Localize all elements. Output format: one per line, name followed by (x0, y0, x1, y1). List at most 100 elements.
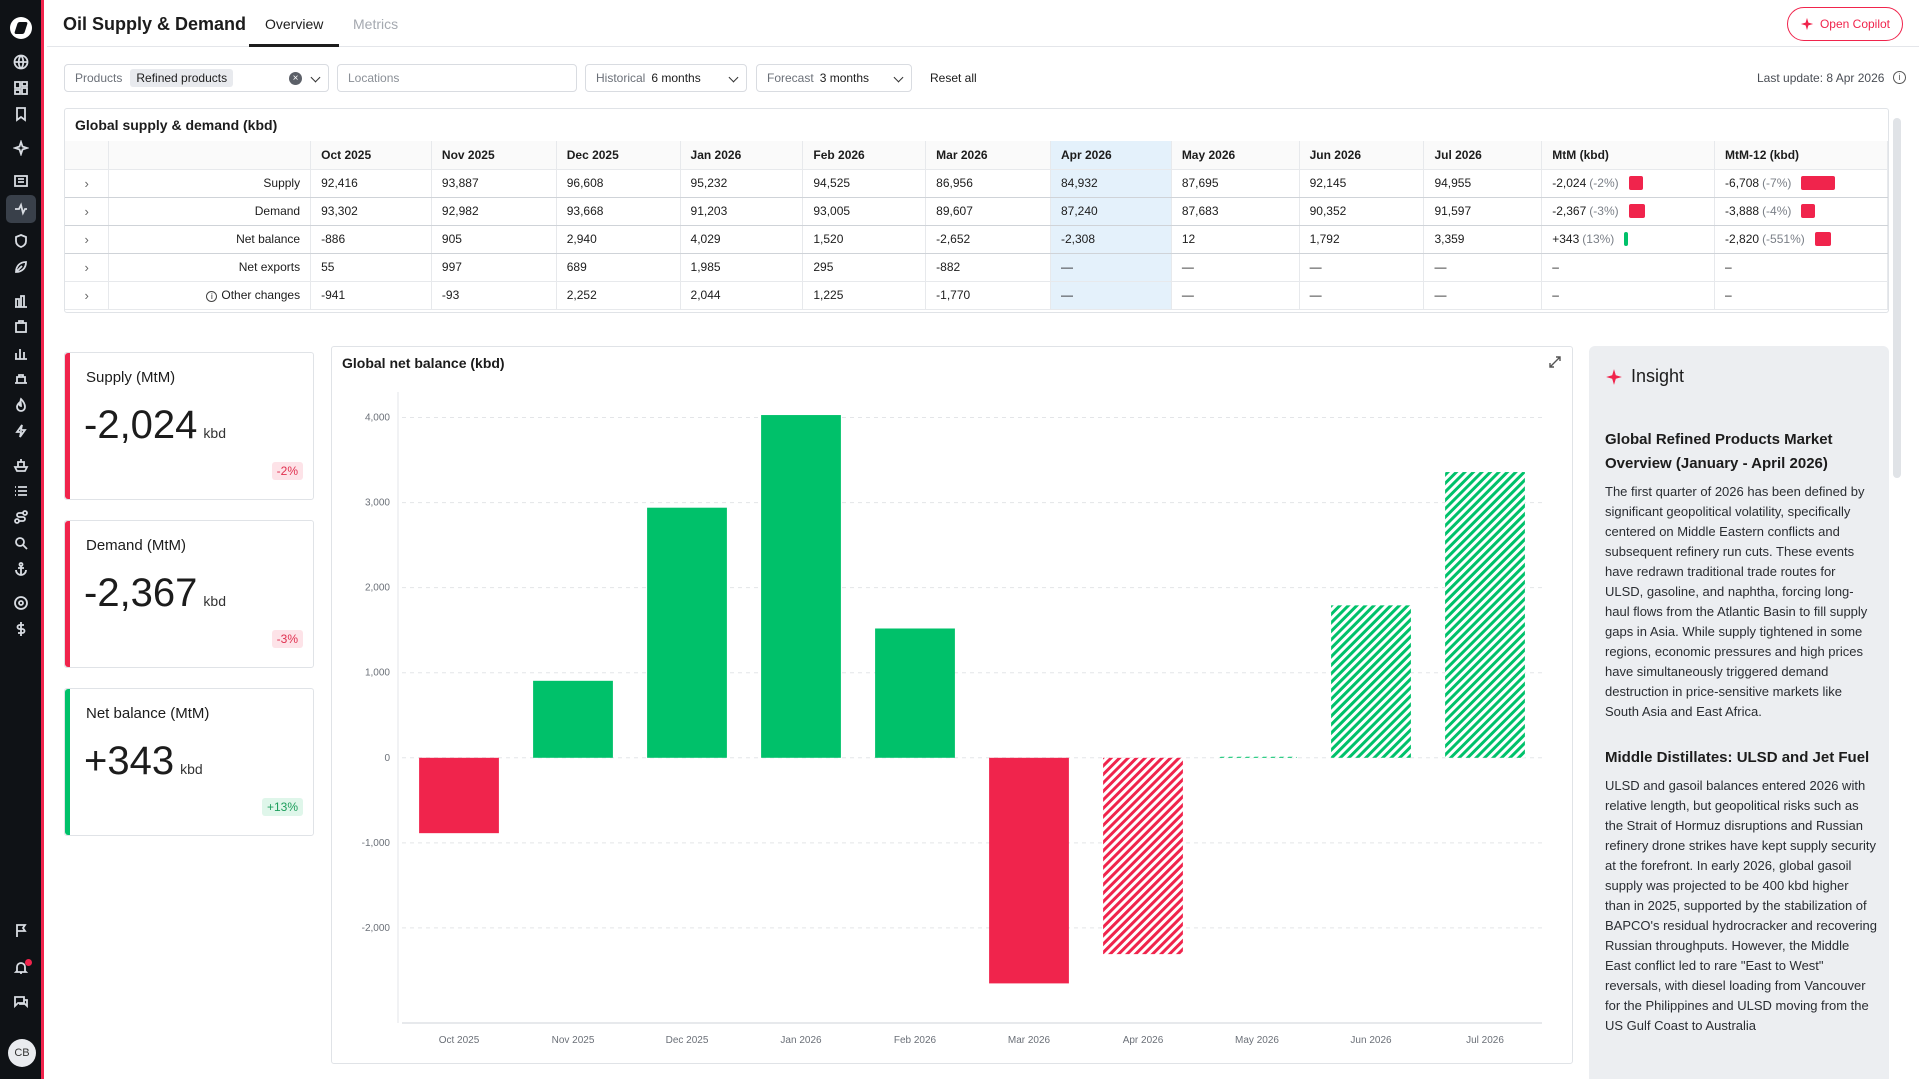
table-row[interactable]: › Supply 92,416 93,887 96,608 95,232 94,525 86,… (65, 169, 1888, 198)
historical-select[interactable]: Historical 6 months (585, 64, 747, 92)
table-header-blank (65, 141, 110, 170)
eye-target-icon[interactable] (11, 593, 31, 613)
tab-overview[interactable]: Overview (265, 16, 324, 32)
table-row[interactable]: › i Other changes -941 -93 2,252 2,044 1,225 -1,… (65, 281, 1888, 310)
table-cell: 92,145 (1299, 169, 1425, 198)
table-cell: 92,416 (310, 169, 432, 198)
table-cell: 295 (802, 253, 927, 282)
kpi-card[interactable]: Supply (MtM) -2,024 kbd -2% (64, 352, 314, 500)
y-tick-label: 0 (384, 753, 390, 764)
bar-dec-2025[interactable] (647, 507, 727, 758)
table-cell: — (1050, 253, 1172, 282)
insight-paragraph: ULSD and gasoil balances entered 2026 wi… (1605, 778, 1877, 1033)
search-vessel-icon[interactable] (11, 533, 31, 553)
list-icon[interactable] (11, 481, 31, 501)
supply-demand-table-panel: Global supply & demand (kbd) Oct 2025 Nov… (64, 108, 1889, 313)
route-icon[interactable] (11, 507, 31, 527)
mtm12-value: – (1725, 260, 1732, 274)
bar-jul-2026[interactable] (1445, 472, 1525, 758)
bar-apr-2026[interactable] (1103, 757, 1183, 955)
y-tick-label: 2,000 (365, 583, 390, 594)
info-icon[interactable]: i (206, 291, 218, 302)
anchor-icon[interactable] (11, 559, 31, 579)
locations-input[interactable]: Locations (337, 64, 577, 92)
kpi-value: -2,367 (84, 571, 198, 615)
flag-icon[interactable] (11, 921, 31, 941)
expand-row-chevron-icon[interactable]: › (65, 169, 110, 198)
mtm-percent: (-3%) (1589, 203, 1619, 218)
chat-icon[interactable] (11, 992, 31, 1012)
row-label-text: Supply (263, 176, 301, 190)
refinery-icon[interactable] (11, 291, 31, 311)
shield-icon[interactable] (11, 231, 31, 251)
bar-feb-2026[interactable] (875, 628, 955, 758)
bar-nov-2025[interactable] (533, 680, 613, 758)
x-tick-label: Mar 2026 (1008, 1035, 1051, 1046)
column-header: May 2026 (1171, 141, 1300, 170)
kpi-title: Demand (MtM) (86, 537, 187, 554)
sparkle-icon[interactable] (11, 138, 31, 158)
products-chip[interactable]: Refined products (130, 69, 234, 87)
table-row[interactable]: › Net exports 55 997 689 1,985 295 -882— — — — – – (65, 253, 1888, 282)
tab-metrics[interactable]: Metrics (353, 16, 399, 32)
kpi-change-badge: +13% (261, 798, 303, 816)
newspaper-icon[interactable] (11, 171, 31, 191)
bar-may-2026[interactable] (1217, 756, 1297, 758)
table-row[interactable]: › Net balance -886 905 2,940 4,029 1,520 -2,652… (65, 225, 1888, 254)
logo-icon[interactable] (10, 17, 32, 39)
user-avatar[interactable]: CB (8, 1039, 36, 1067)
clear-icon[interactable]: × (289, 72, 302, 85)
lng-icon[interactable] (11, 369, 31, 389)
bookmark-icon[interactable] (11, 104, 31, 124)
net-balance-chart-panel: -2,000 -1,000 0 1,000 2,000 3,000 4,000 Oct 202… (331, 346, 1573, 1064)
ship-icon[interactable] (11, 455, 31, 475)
kpi-value-wrap: +343 kbd (84, 739, 203, 784)
lightning-icon[interactable] (11, 421, 31, 441)
kpi-value-wrap: -2,367 kbd (84, 571, 226, 616)
supply-demand-icon[interactable] (6, 195, 36, 223)
info-icon[interactable]: i (1893, 71, 1906, 84)
bell-icon[interactable] (11, 958, 31, 978)
forecast-select[interactable]: Forecast 3 months (756, 64, 912, 92)
reset-all-button[interactable]: Reset all (930, 71, 977, 85)
open-copilot-button[interactable]: Open Copilot (1787, 7, 1903, 41)
table-cell: 1,520 (802, 225, 927, 254)
bar-oct-2025[interactable] (419, 757, 499, 834)
kpi-card[interactable]: Demand (MtM) -2,367 kbd -3% (64, 520, 314, 668)
row-label-text: Net exports (238, 260, 301, 274)
table-row[interactable]: › Demand 93,302 92,982 93,668 91,203 93,005 89,… (65, 197, 1888, 226)
expand-icon[interactable] (1548, 355, 1562, 369)
mtm12-value: -6,708 (1725, 175, 1760, 190)
products-filter[interactable]: Products Refined products × (64, 64, 329, 92)
leaf-icon[interactable] (11, 257, 31, 277)
mtm-percent: (13%) (1582, 231, 1615, 246)
table-cell: -2,652 (925, 225, 1051, 254)
globe-icon[interactable] (11, 52, 31, 72)
table-cell: 905 (431, 225, 557, 254)
kpi-change-badge: -3% (271, 630, 303, 648)
bar-jan-2026[interactable] (761, 415, 841, 758)
oil-icon[interactable] (11, 317, 31, 337)
bar-jun-2026[interactable] (1331, 605, 1411, 758)
kpi-accent-bar (65, 689, 70, 835)
mtm12-cell: -2,820 (-551%) (1714, 225, 1888, 254)
expand-row-chevron-icon[interactable]: › (65, 197, 110, 226)
expand-row-chevron-icon[interactable]: › (65, 253, 110, 282)
mtm-value: – (1552, 288, 1559, 302)
table-scrollbar[interactable] (1893, 118, 1901, 478)
chart-icon[interactable] (11, 343, 31, 363)
expand-row-chevron-icon[interactable]: › (65, 281, 110, 310)
x-tick-label: Jun 2026 (1350, 1035, 1392, 1046)
dashboard-icon[interactable] (11, 78, 31, 98)
dollar-icon[interactable] (11, 619, 31, 639)
y-tick-label: 4,000 (365, 413, 390, 424)
kpi-card[interactable]: Net balance (MtM) +343 kbd +13% (64, 688, 314, 836)
expand-row-chevron-icon[interactable]: › (65, 225, 110, 254)
table-cell: -93 (431, 281, 557, 310)
insight-panel: Insight Global Refined Products Market O… (1589, 346, 1889, 1079)
flame-icon[interactable] (11, 395, 31, 415)
table-cell: -1,770 (925, 281, 1051, 310)
table-cell: 2,940 (556, 225, 681, 254)
chevron-down-icon[interactable] (310, 72, 321, 83)
bar-mar-2026[interactable] (989, 757, 1069, 984)
